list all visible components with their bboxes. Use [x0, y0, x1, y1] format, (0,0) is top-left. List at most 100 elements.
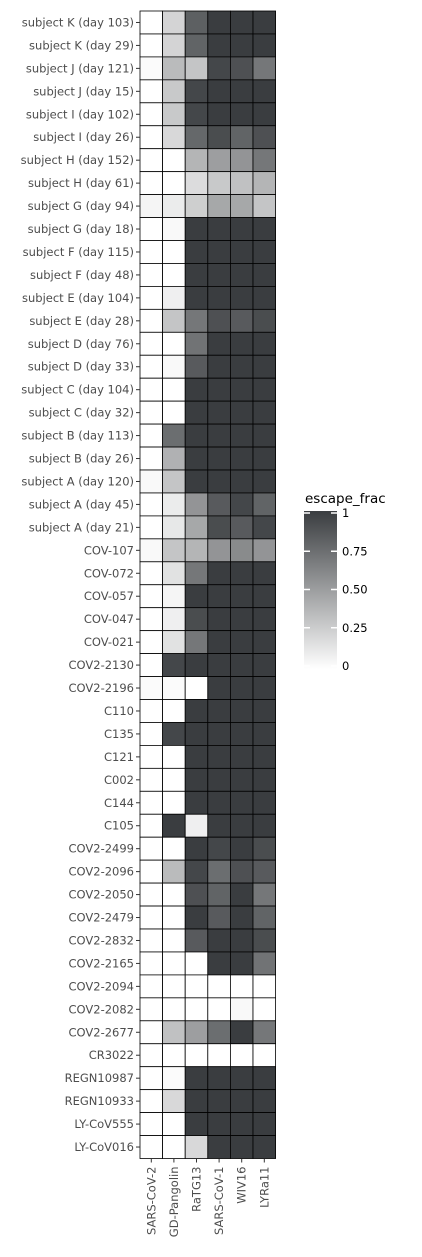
heatmap-cell	[207, 653, 231, 677]
heatmap-cell	[162, 308, 186, 333]
heatmap-cell	[252, 1135, 277, 1159]
heatmap-cell	[207, 400, 231, 425]
heatmap-cell	[162, 1135, 186, 1159]
heatmap-cell	[229, 905, 254, 930]
heatmap-cell	[252, 607, 277, 632]
heatmap-cell	[207, 308, 231, 333]
heatmap-cell	[207, 1020, 231, 1045]
heatmap-cell	[139, 79, 164, 104]
heatmap-cell	[184, 125, 209, 150]
heatmap-cell	[184, 240, 209, 264]
heatmap-cell	[184, 722, 209, 746]
heatmap-cell	[162, 538, 186, 563]
heatmap-cell	[162, 997, 186, 1022]
heatmap-cell	[229, 515, 254, 540]
heatmap-cell	[162, 699, 186, 723]
heatmap-cell	[184, 790, 209, 815]
y-tick-label: subject H (day 152)	[21, 153, 134, 167]
heatmap-cell	[139, 882, 164, 907]
y-tick-label: REGN10987	[65, 1071, 134, 1085]
heatmap-cell	[229, 813, 254, 838]
y-tick-label: subject K (day 103)	[22, 15, 134, 29]
heatmap-cell	[139, 767, 164, 792]
heatmap-cell	[229, 10, 254, 35]
heatmap-cell	[162, 722, 186, 746]
heatmap-cell	[162, 79, 186, 104]
heatmap-cell	[229, 653, 254, 677]
heatmap-cell	[184, 538, 209, 563]
heatmap-cell	[184, 1112, 209, 1136]
heatmap-cell	[162, 745, 186, 769]
heatmap-cell	[207, 446, 231, 471]
heatmap-cell	[207, 354, 231, 379]
heatmap-cell	[139, 905, 164, 930]
heatmap-cell	[139, 699, 164, 723]
heatmap-cell	[162, 974, 186, 999]
heatmap-cell	[139, 1135, 164, 1159]
heatmap-cell	[229, 125, 254, 150]
heatmap-cell	[207, 836, 231, 861]
y-tick-label: COV2-2677	[69, 1025, 134, 1039]
heatmap-cell	[229, 1135, 254, 1159]
heatmap-cell	[139, 538, 164, 563]
heatmap-cell	[207, 951, 231, 976]
heatmap-cell	[207, 607, 231, 632]
heatmap-cell	[207, 882, 231, 907]
y-tick-label: subject J (day 121)	[26, 61, 134, 75]
heatmap-cell	[184, 1043, 209, 1068]
y-tick-label: subject C (day 104)	[21, 383, 134, 397]
heatmap-cell	[229, 377, 254, 402]
heatmap-cell	[252, 584, 277, 609]
heatmap-cell	[184, 859, 209, 884]
heatmap-cell	[207, 630, 231, 655]
heatmap-cell	[207, 722, 231, 746]
heatmap-cell	[252, 308, 277, 333]
heatmap-cell	[139, 492, 164, 517]
heatmap-cell	[252, 79, 277, 104]
heatmap-cell	[162, 836, 186, 861]
heatmap-cell	[139, 423, 164, 448]
heatmap-cell	[252, 10, 277, 35]
heatmap-cell	[252, 400, 277, 425]
heatmap-cell	[139, 10, 164, 35]
heatmap-cell	[184, 217, 209, 241]
y-tick-label: COV2-2479	[69, 911, 134, 925]
heatmap-cell	[162, 217, 186, 241]
y-tick-label: COV-021	[84, 635, 134, 649]
heatmap-cell	[252, 171, 277, 195]
heatmap-cell	[252, 676, 277, 700]
heatmap-cell	[139, 148, 164, 173]
heatmap-cell	[207, 905, 231, 930]
x-tick-label: SARS-CoV-2	[144, 1167, 158, 1236]
y-tick-label: COV2-2082	[69, 1002, 134, 1016]
heatmap-cell	[229, 974, 254, 999]
heatmap-cell	[229, 630, 254, 655]
y-tick-label: COV2-2130	[69, 658, 134, 672]
heatmap-cell	[162, 240, 186, 264]
heatmap-cell	[184, 515, 209, 540]
heatmap-cell	[139, 745, 164, 769]
y-tick-label: subject A (day 21)	[29, 520, 134, 534]
heatmap-cell	[162, 263, 186, 287]
heatmap-cell	[139, 33, 164, 58]
heatmap-cell	[207, 1089, 231, 1114]
heatmap-cell	[252, 928, 277, 953]
heatmap-cell	[229, 240, 254, 264]
heatmap-cell	[184, 263, 209, 287]
heatmap-cell	[207, 125, 231, 150]
heatmap-cell	[207, 423, 231, 448]
y-tick-label: subject E (day 104)	[22, 291, 134, 305]
heatmap-cell	[162, 515, 186, 540]
y-tick-label: C135	[104, 727, 134, 741]
heatmap-cell	[184, 836, 209, 861]
heatmap-cell	[139, 676, 164, 700]
y-axis-ticks	[136, 21, 140, 1148]
heatmap-cell	[229, 928, 254, 953]
heatmap-cell	[252, 56, 277, 81]
x-tick-label: GD-Pangolin	[167, 1167, 181, 1238]
y-tick-label: C002	[104, 773, 134, 787]
heatmap-cell	[184, 10, 209, 35]
heatmap-cell	[252, 905, 277, 930]
y-axis-labels: subject K (day 103) subject K (day 29) sub…	[21, 15, 134, 1154]
heatmap-cell	[207, 1112, 231, 1136]
